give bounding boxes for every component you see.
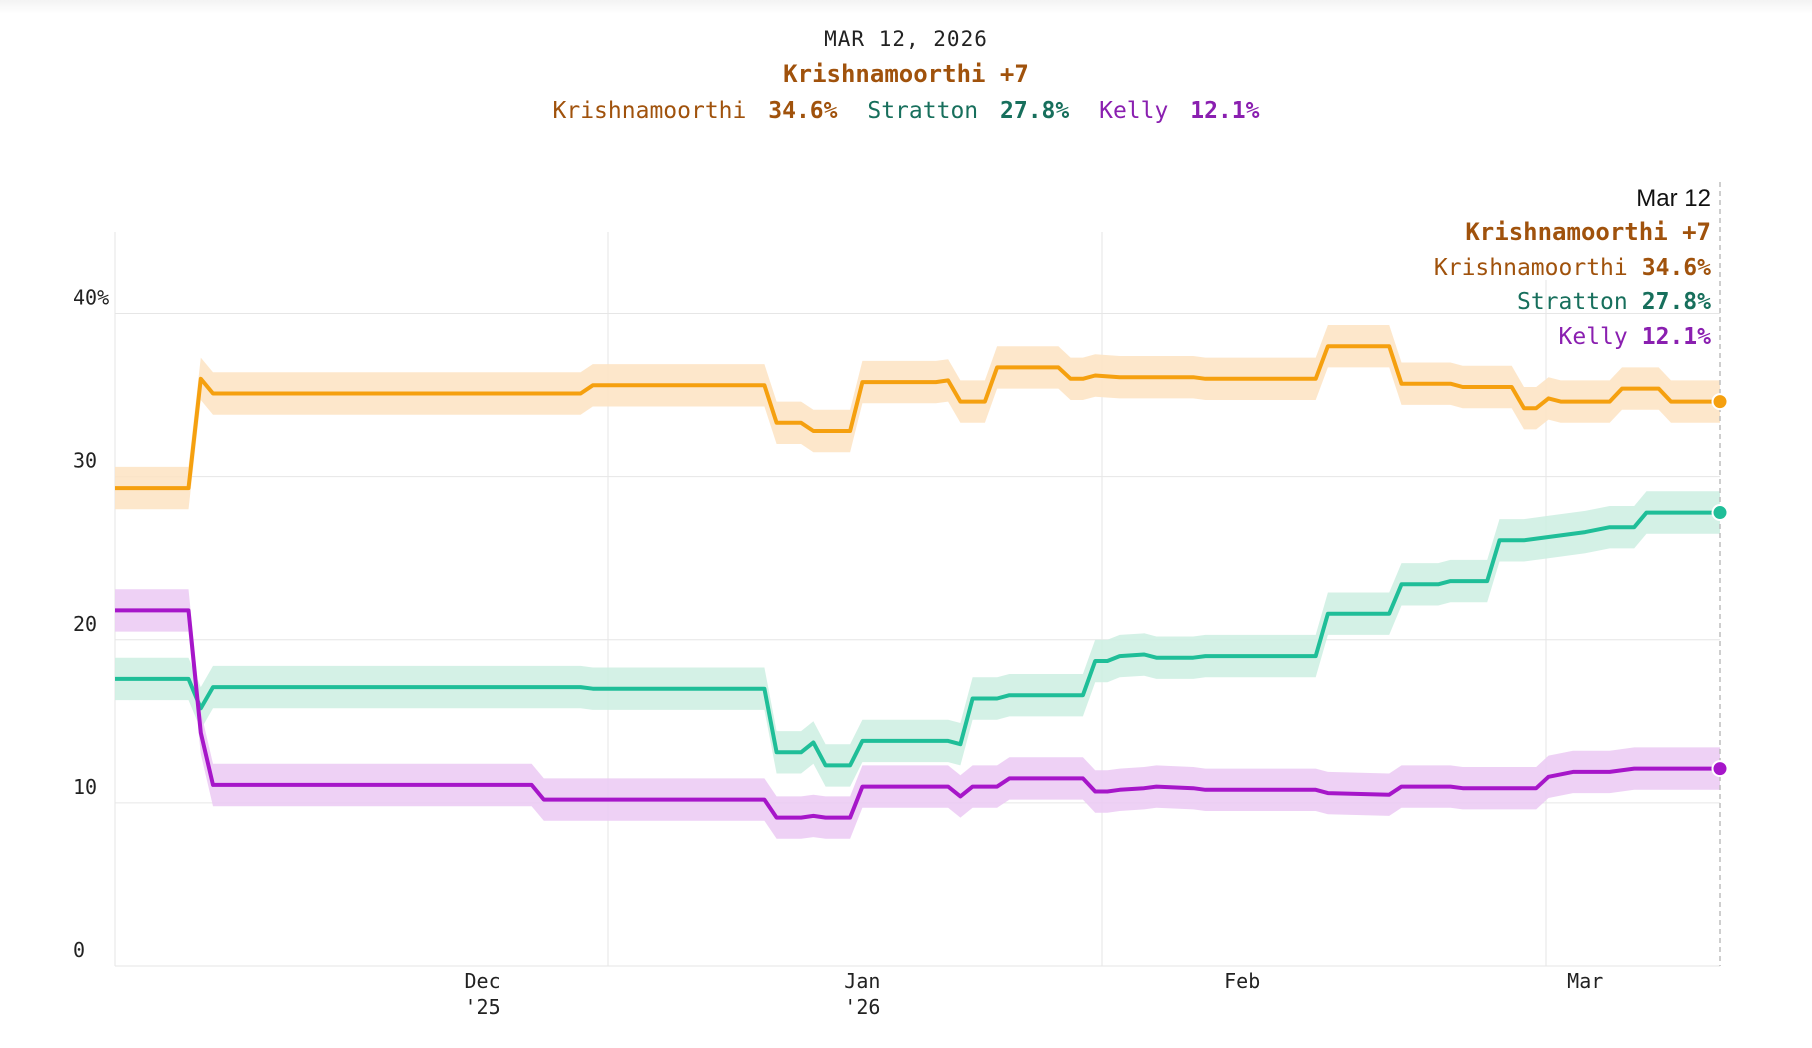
band-stratton <box>115 491 1720 787</box>
x-tick-sublabel: '26 <box>844 995 880 1019</box>
x-tick-label: Jan <box>844 969 880 993</box>
line-stratton[interactable] <box>115 510 1720 768</box>
tooltip-row-stratton: Stratton 27.8% <box>1517 289 1711 315</box>
x-tick-label: Feb <box>1224 969 1260 993</box>
end-dot-krishnamoorthi[interactable] <box>1711 393 1729 411</box>
y-tick-label: 20 <box>73 612 97 636</box>
header-name-kelly: Kelly <box>1099 98 1169 124</box>
hover-tooltip: Mar 12 Krishnamoorthi +7 Krishnamoorthi 3… <box>1434 185 1711 350</box>
header-value-krishnamoorthi: 34.6% <box>768 98 838 124</box>
x-tick-label: Dec <box>464 969 500 993</box>
header-name-stratton: Stratton <box>867 98 979 124</box>
band-krishnamoorthi <box>115 325 1720 510</box>
tooltip-row-krishnamoorthi: Krishnamoorthi 34.6% <box>1434 255 1711 281</box>
x-tick-sublabel: '25 <box>464 995 500 1019</box>
line-kelly[interactable] <box>115 608 1720 820</box>
header-value-kelly: 12.1% <box>1190 98 1260 124</box>
header-value-stratton: 27.8% <box>1000 98 1070 124</box>
top-shadow <box>0 0 1812 14</box>
end-dot-kelly[interactable] <box>1711 760 1729 778</box>
y-tick-label: 0 <box>73 938 85 962</box>
line-krishnamoorthi[interactable] <box>115 344 1720 491</box>
tooltip-row-kelly: Kelly 12.1% <box>1559 324 1712 350</box>
tooltip-lead: Krishnamoorthi +7 <box>1465 218 1711 246</box>
header-candidates: Krishnamoorthi 34.6% Stratton 27.8% Kell… <box>0 94 1812 128</box>
x-tick-label: Mar <box>1567 969 1603 993</box>
header-lead: Krishnamoorthi +7 <box>783 60 1029 88</box>
band-kelly <box>115 589 1720 839</box>
chart-header: MAR 12, 2026 Krishnamoorthi +7 Krishnamo… <box>0 24 1812 128</box>
y-tick-label: 10 <box>73 775 97 799</box>
end-dot-stratton[interactable] <box>1711 504 1729 522</box>
y-tick-label: 30 <box>73 449 97 473</box>
header-date: MAR 12, 2026 <box>824 27 988 51</box>
header-name-krishnamoorthi: Krishnamoorthi <box>552 98 747 124</box>
tooltip-date: Mar 12 <box>1636 185 1711 212</box>
y-tick-label: 40% <box>73 286 109 310</box>
